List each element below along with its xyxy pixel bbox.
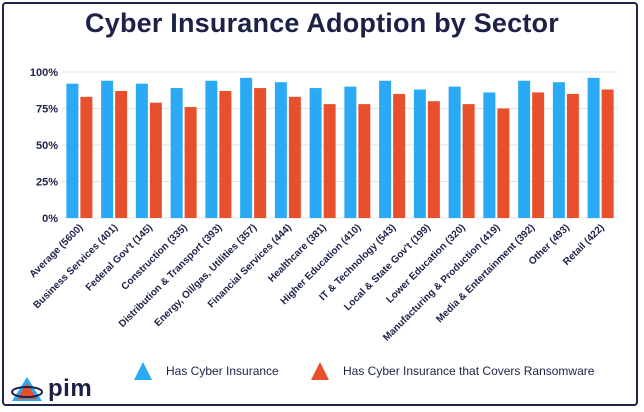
x-tick-label: Construction (335) xyxy=(119,222,189,292)
bar-has-cyber-insurance xyxy=(379,80,392,218)
bar-has-cyber-insurance xyxy=(413,89,426,219)
bar-has-cyber-insurance xyxy=(309,88,322,218)
bars xyxy=(66,77,614,219)
chart-title: Cyber Insurance Adoption by Sector xyxy=(85,8,559,38)
bar-covers-ransomware xyxy=(323,104,336,218)
bar-covers-ransomware xyxy=(219,90,232,218)
bar-covers-ransomware xyxy=(462,104,475,218)
bar-covers-ransomware xyxy=(149,102,162,218)
bar-has-cyber-insurance xyxy=(344,86,357,218)
bar-covers-ransomware xyxy=(601,89,614,219)
x-axis-ticks: Average (5600)Business Services (401)Fed… xyxy=(28,222,607,343)
bar-covers-ransomware xyxy=(393,93,406,218)
bar-covers-ransomware xyxy=(427,101,440,218)
bar-covers-ransomware xyxy=(566,93,579,218)
bar-has-cyber-insurance xyxy=(518,80,531,218)
bar-has-cyber-insurance xyxy=(448,86,461,218)
pim-logo-icon xyxy=(11,377,43,401)
bar-covers-ransomware xyxy=(184,107,197,218)
bar-covers-ransomware xyxy=(80,96,93,218)
x-tick-label: Federal Gov't (145) xyxy=(84,222,155,293)
bar-has-cyber-insurance xyxy=(66,83,79,219)
y-tick-label: 0% xyxy=(42,213,58,225)
bar-has-cyber-insurance xyxy=(587,77,600,218)
y-tick-label: 75% xyxy=(36,104,58,116)
bar-has-cyber-insurance xyxy=(101,80,114,218)
y-tick-label: 25% xyxy=(36,177,58,189)
bar-has-cyber-insurance xyxy=(205,80,218,218)
pim-logo: pim xyxy=(10,375,92,403)
legend-label-insurance: Has Cyber Insurance xyxy=(166,364,279,378)
legend-label-ransomware: Has Cyber Insurance that Covers Ransomwa… xyxy=(343,364,595,378)
bar-has-cyber-insurance xyxy=(135,83,148,219)
pim-logo-text: pim xyxy=(48,375,93,402)
bar-has-cyber-insurance xyxy=(240,77,253,218)
legend-item-insurance: Has Cyber Insurance xyxy=(134,360,279,382)
bar-covers-ransomware xyxy=(288,96,301,218)
bar-covers-ransomware xyxy=(358,104,371,218)
y-axis-ticks: 0% 25% 50% 75% 100% xyxy=(30,67,58,225)
bar-has-cyber-insurance xyxy=(483,92,496,218)
bar-covers-ransomware xyxy=(497,108,510,218)
bar-has-cyber-insurance xyxy=(552,82,565,218)
legend-item-ransomware: Has Cyber Insurance that Covers Ransomwa… xyxy=(311,360,594,382)
legend-triangle-icon-ransomware xyxy=(311,362,329,380)
bar-covers-ransomware xyxy=(254,88,267,218)
bar-has-cyber-insurance xyxy=(170,88,183,218)
legend-triangle-icon-insurance xyxy=(134,362,152,380)
bar-has-cyber-insurance xyxy=(274,82,287,218)
y-tick-label: 50% xyxy=(36,140,58,152)
bar-covers-ransomware xyxy=(115,90,128,218)
y-tick-label: 100% xyxy=(30,67,58,79)
bar-covers-ransomware xyxy=(532,92,545,218)
